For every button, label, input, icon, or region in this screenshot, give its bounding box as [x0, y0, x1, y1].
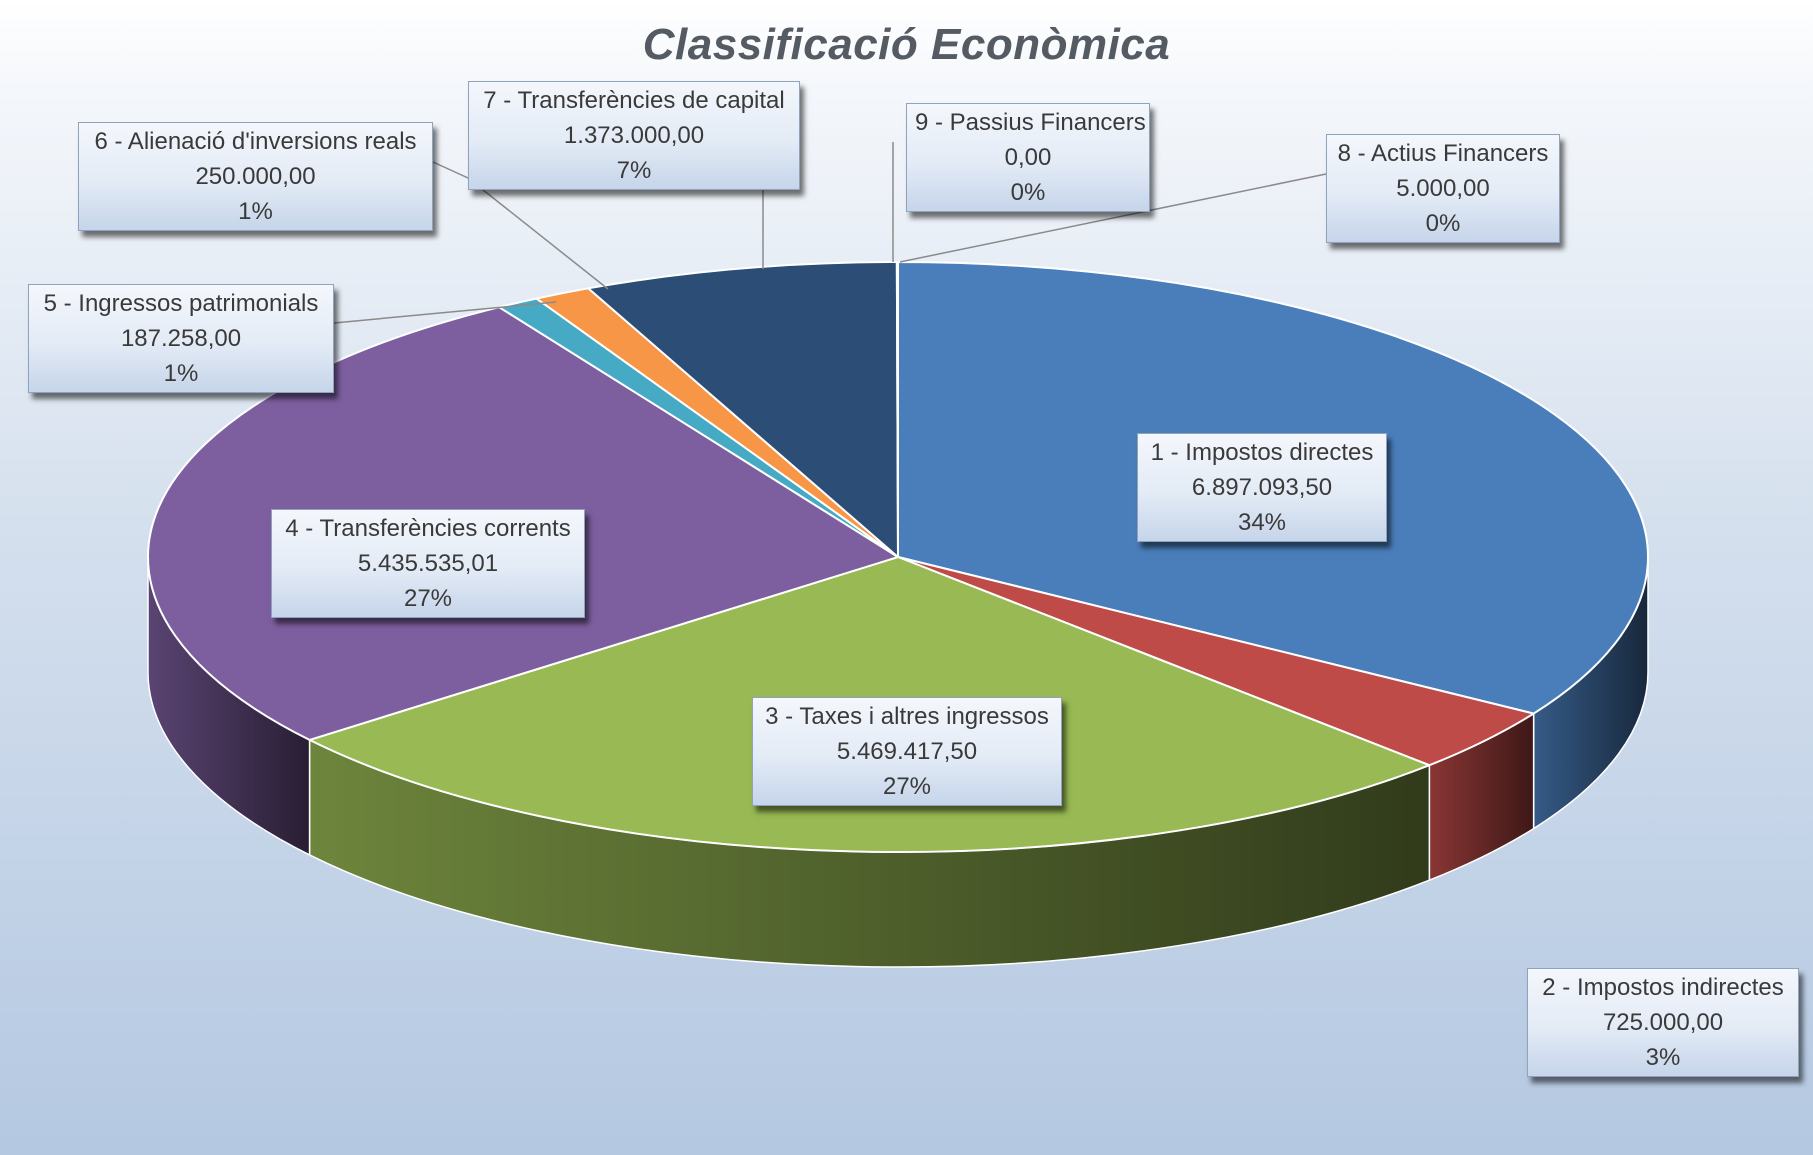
- slice-percent: 0%: [1425, 210, 1461, 237]
- slice-value: 187.258,00: [120, 325, 242, 352]
- leader-lines: [333, 142, 1327, 324]
- slice-percent: 3%: [1645, 1044, 1681, 1071]
- slice-value: 1.373.000,00: [563, 122, 705, 149]
- slice-percent: 0%: [1010, 179, 1046, 206]
- slice-percent: 27%: [403, 585, 453, 612]
- slice-value: 5.435.535,01: [357, 550, 499, 577]
- leader-line-5: [333, 301, 557, 324]
- leader-line-8: [899, 173, 1327, 263]
- slice-label: 5 - Ingressos patrimonials: [43, 290, 319, 317]
- slice-label: 8 - Actius Financers: [1337, 140, 1549, 167]
- data-label-8: 8 - Actius Financers 5.000,00 0%: [1326, 134, 1560, 243]
- data-label-4: 4 - Transferències corrents 5.435.535,01 2…: [271, 509, 585, 618]
- data-label-2: 2 - Impostos indirectes 725.000,00 3%: [1527, 968, 1799, 1077]
- slice-percent: 27%: [882, 773, 932, 800]
- slice-percent: 7%: [616, 157, 652, 184]
- slice-percent: 34%: [1237, 509, 1287, 536]
- slice-value: 0,00: [1004, 144, 1052, 171]
- data-label-3: 3 - Taxes i altres ingressos 5.469.417,50…: [752, 697, 1062, 806]
- chart-title: Classificació Econòmica: [642, 20, 1171, 69]
- slice-label: 2 - Impostos indirectes: [1542, 974, 1784, 1001]
- slice-label: 7 - Transferències de capital: [483, 87, 785, 114]
- slice-label: 4 - Transferències corrents: [285, 515, 571, 542]
- slice-percent: 1%: [238, 198, 273, 225]
- slice-value: 5.000,00: [1396, 175, 1490, 202]
- slice-value: 725.000,00: [1602, 1009, 1724, 1036]
- slice-label: 1 - Impostos directes: [1150, 439, 1374, 466]
- data-label-9: 9 - Passius Financers 0,00 0%: [906, 103, 1150, 212]
- data-label-6: 6 - Alienació d'inversions reals 250.000,…: [78, 122, 433, 231]
- data-label-7: 7 - Transferències de capital 1.373.000,0…: [468, 81, 800, 190]
- slice-label: 3 - Taxes i altres ingressos: [765, 703, 1049, 730]
- slice-label: 6 - Alienació d'inversions reals: [94, 128, 417, 155]
- slice-value: 250.000,00: [195, 163, 316, 190]
- slice-value: 6.897.093,50: [1191, 474, 1333, 501]
- data-label-1: 1 - Impostos directes 6.897.093,50 34%: [1137, 433, 1387, 542]
- pie-slice-7: [587, 261, 899, 558]
- slice-percent: 1%: [163, 360, 199, 387]
- data-label-5: 5 - Ingressos patrimonials 187.258,00 1%: [28, 284, 334, 393]
- slice-value: 5.469.417,50: [836, 738, 978, 765]
- slice-label: 9 - Passius Financers: [915, 109, 1146, 136]
